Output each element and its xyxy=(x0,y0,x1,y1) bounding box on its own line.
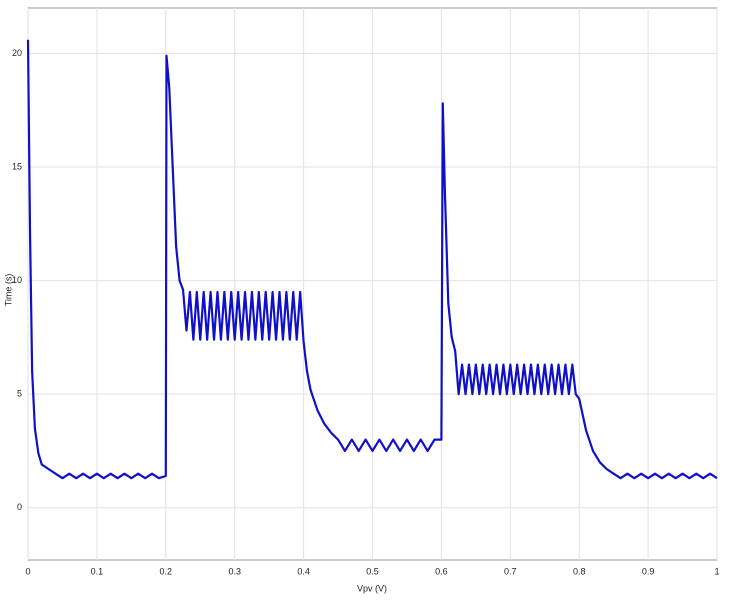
x-tick-label: 0 xyxy=(25,566,30,576)
x-tick-label: 0.1 xyxy=(91,566,104,576)
x-tick-label: 1 xyxy=(714,566,719,576)
y-tick-label: 0 xyxy=(17,502,22,512)
y-axis-label: Time (s) xyxy=(3,274,13,307)
y-tick-label: 20 xyxy=(12,48,22,58)
x-tick-label: 0.6 xyxy=(435,566,448,576)
x-tick-label: 0.8 xyxy=(573,566,586,576)
x-axis-label: Vpv (V) xyxy=(357,583,387,593)
x-tick-label: 0.5 xyxy=(366,566,379,576)
x-tick-label: 0.2 xyxy=(160,566,173,576)
x-tick-label: 0.9 xyxy=(642,566,655,576)
y-tick-label: 15 xyxy=(12,161,22,171)
data-line xyxy=(26,39,718,480)
y-tick-label: 10 xyxy=(12,275,22,285)
x-tick-label: 0.7 xyxy=(504,566,517,576)
x-tick-label: 0.3 xyxy=(228,566,241,576)
y-tick-label: 5 xyxy=(17,389,22,399)
x-tick-label: 0.4 xyxy=(297,566,310,576)
